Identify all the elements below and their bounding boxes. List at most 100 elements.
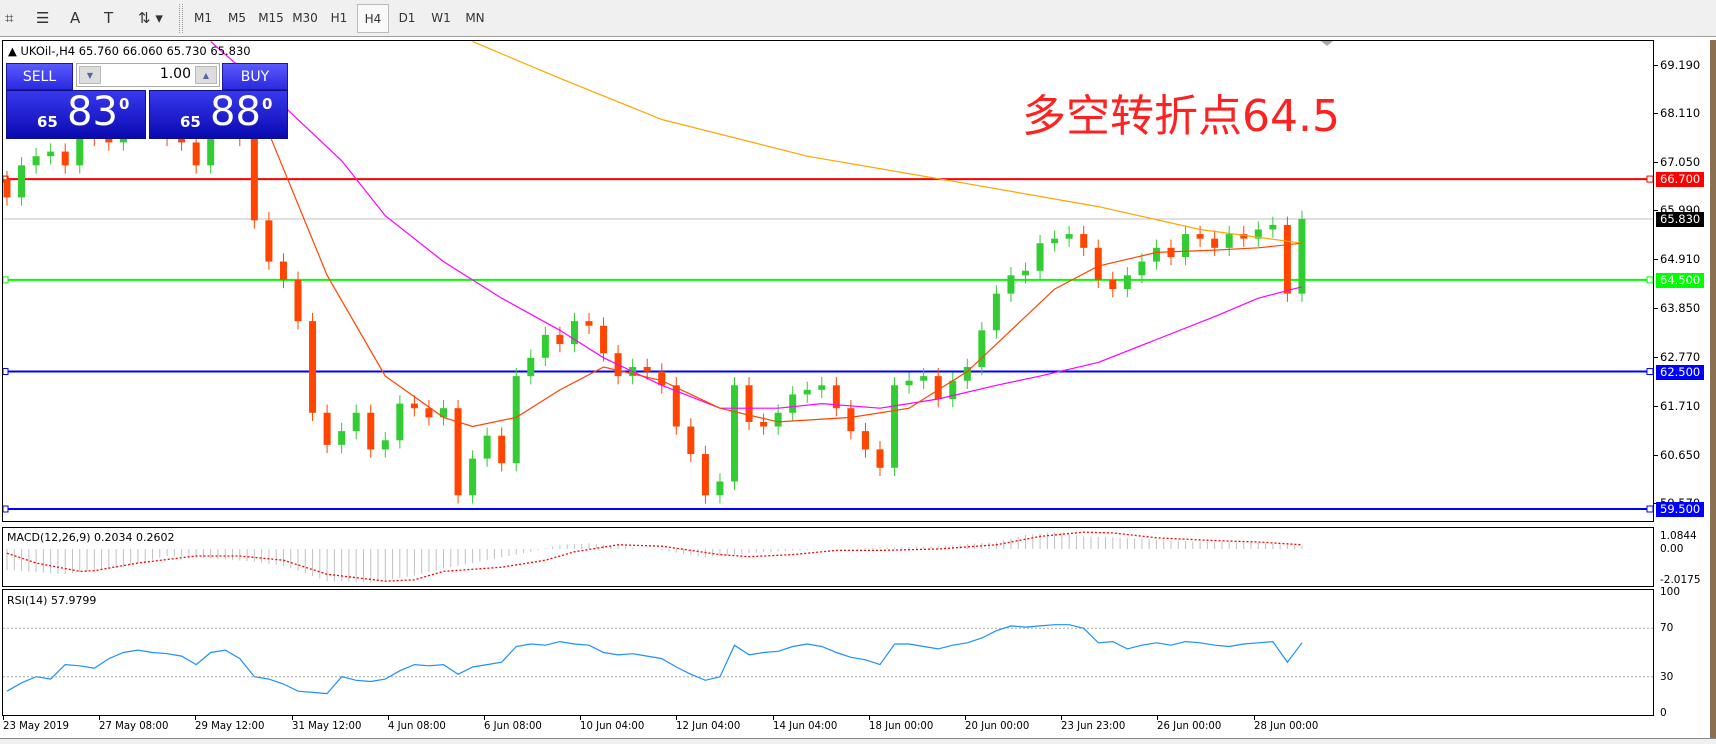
candle-body (745, 385, 753, 422)
candle-body (483, 435, 491, 459)
current-price-tag: 65.830 (1656, 211, 1704, 227)
candle-body (47, 151, 55, 157)
macd-panel[interactable] (2, 527, 1654, 587)
lot-size-input[interactable]: ▼ 1.00 ▲ (76, 63, 220, 87)
time-tick (3, 716, 4, 720)
sell-price-main: 83 (67, 89, 118, 135)
candle-body (1109, 279, 1117, 290)
candle-body (1283, 224, 1291, 294)
time-tick (1253, 716, 1255, 720)
candle-body (949, 380, 957, 400)
moving-average-mid (210, 41, 1303, 409)
timeframe-m5[interactable]: M5 (228, 11, 246, 25)
sell-button[interactable]: SELL (6, 63, 73, 90)
fibonacci-channel-icon[interactable]: ☰ (36, 9, 50, 27)
rsi-tick: 70 (1660, 622, 1674, 634)
decrease-lot-icon[interactable]: ▼ (79, 66, 101, 84)
tick-mark (1654, 357, 1658, 358)
timeframe-w1[interactable]: W1 (431, 11, 451, 25)
buy-button[interactable]: BUY (222, 63, 288, 90)
buy-price[interactable]: 65 88 0 (149, 89, 288, 139)
timeframe-h4[interactable]: H4 (357, 4, 389, 33)
tick-mark (1654, 406, 1658, 407)
price-tick: 61.710 (1660, 399, 1701, 413)
timeframe-h1[interactable]: H1 (330, 11, 348, 25)
macd-tick: -2.0175 (1660, 574, 1701, 586)
candle-body (905, 380, 913, 386)
time-label: 14 Jun 04:00 (772, 719, 837, 732)
buy-price-main: 88 (210, 89, 261, 135)
candle-body (1152, 247, 1160, 262)
time-tick (868, 716, 870, 720)
level-price-tag: 62.500 (1656, 364, 1704, 380)
timeframe-mn[interactable]: MN (465, 11, 485, 25)
candle-body (76, 128, 84, 166)
candle-body (352, 412, 360, 432)
timeframe-m1[interactable]: M1 (194, 11, 212, 25)
time-tick (387, 716, 389, 720)
candle-body (556, 334, 564, 345)
time-label: 10 Jun 04:00 (580, 719, 645, 732)
candle-body (207, 128, 215, 166)
candle-body (323, 412, 331, 445)
level-handle (1646, 175, 1653, 183)
chart-tabs-bar[interactable] (0, 738, 1716, 744)
arrows-icon[interactable]: ⇅ ▾ (138, 9, 163, 27)
symbol-ohlc: UKOil-,H4 65.760 66.060 65.730 65.830 (20, 44, 251, 58)
rsi-panel[interactable] (2, 589, 1654, 716)
level-handle (1646, 276, 1653, 284)
candle-body (381, 440, 389, 450)
fibonacci-expansion-icon[interactable]: ⌗ (5, 9, 14, 27)
collapse-triangle-icon[interactable]: ▲ (8, 44, 21, 58)
text-icon[interactable]: A (70, 9, 81, 27)
candle-body (32, 156, 40, 166)
rsi-chart (3, 624, 1653, 695)
candle-body (1298, 218, 1306, 294)
text-label-icon[interactable]: T (104, 9, 114, 27)
price-tick: 64.910 (1660, 252, 1701, 266)
candle-body (279, 261, 287, 280)
tick-mark (1654, 308, 1658, 309)
candle-body (105, 137, 113, 143)
moving-average-slow (472, 41, 1303, 244)
rsi-label: RSI(14) 57.9799 (7, 594, 97, 607)
candle-body (1065, 234, 1073, 239)
chart-shift-marker (1321, 41, 1333, 46)
sell-price-prefix: 65 (37, 113, 58, 131)
candle-body (600, 325, 608, 354)
tick-mark (1654, 259, 1658, 260)
candle-body (1007, 275, 1015, 294)
price-tick: 69.190 (1660, 58, 1701, 72)
rsi-line (6, 624, 1303, 695)
time-tick (484, 716, 485, 720)
candle-body (847, 408, 855, 432)
increase-lot-icon[interactable]: ▲ (195, 66, 217, 84)
sell-price[interactable]: 65 83 0 (6, 89, 146, 139)
candle-body (891, 385, 899, 468)
price-tick: 67.050 (1660, 155, 1701, 169)
candle-body (192, 142, 200, 166)
price-tick: 68.110 (1660, 106, 1701, 120)
candle-body (541, 334, 549, 358)
timeframe-m30[interactable]: M30 (292, 11, 318, 25)
rsi-tick: 100 (1660, 586, 1681, 598)
time-label: 31 May 12:00 (291, 719, 361, 732)
annotation-text[interactable]: 多空转折点64.5 (1022, 91, 1340, 142)
time-tick (580, 716, 582, 720)
candle-body (672, 385, 680, 427)
price-chart[interactable] (3, 41, 1653, 521)
tick-mark (1654, 65, 1658, 66)
time-tick (1157, 716, 1159, 720)
candle-body (1240, 234, 1248, 239)
time-label: 20 Jun 00:00 (965, 719, 1030, 732)
toolbar: ⌗ ☰ A T ⇅ ▾ M1 M5 M15 M30 H1 H4 D1 W1 MN (0, 0, 1716, 37)
timeframe-d1[interactable]: D1 (398, 11, 416, 25)
time-label: 18 Jun 00:00 (868, 719, 934, 732)
candle-body (18, 165, 26, 198)
candle-body (978, 330, 986, 367)
timeframe-m15[interactable]: M15 (258, 11, 284, 25)
candle-body (774, 412, 782, 427)
candle-body (876, 449, 884, 468)
candle-body (687, 426, 695, 455)
candle-body (803, 389, 811, 395)
